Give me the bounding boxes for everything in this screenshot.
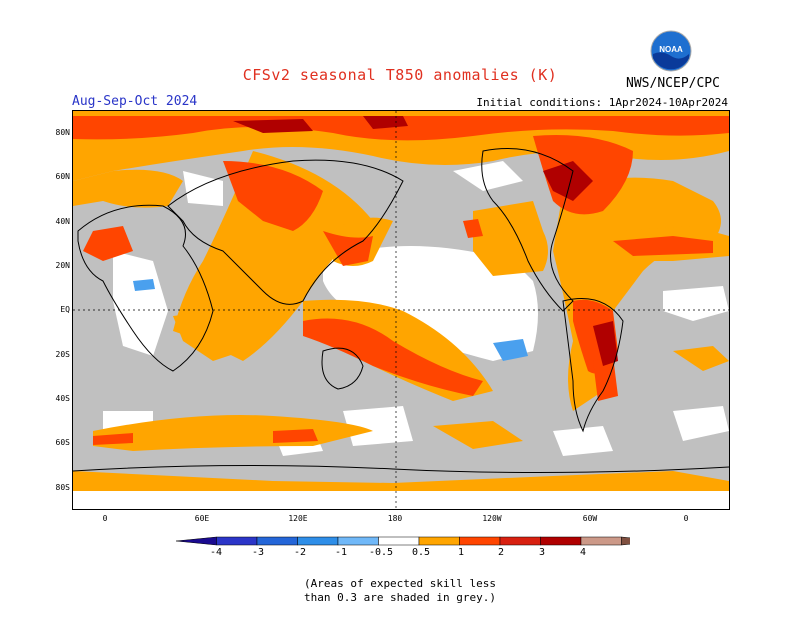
colorbar-swatch [499, 536, 541, 546]
lat-label: 40N [55, 217, 70, 226]
lat-label: 60S [55, 438, 70, 447]
lat-label: EQ [60, 305, 70, 314]
skill-footnote: (Areas of expected skill less than 0.3 a… [0, 577, 800, 605]
colorbar-label: -2 [293, 547, 307, 558]
colorbar-label: 1 [457, 547, 465, 558]
colorbar-swatch [337, 536, 379, 546]
lat-label: 80S [55, 483, 70, 492]
initial-conditions: Initial conditions: 1Apr2024-10Apr2024 [476, 96, 728, 109]
lat-label: 40S [55, 394, 70, 403]
forecast-title: CFSv2 seasonal T850 anomalies (K) [242, 66, 558, 84]
colorbar-swatch [418, 536, 460, 546]
lon-label: 120E [288, 514, 308, 523]
anomaly-map [72, 110, 730, 510]
colorbar-label: -3 [251, 547, 265, 558]
lat-label: 20N [55, 261, 70, 270]
colorbar-swatch [378, 536, 420, 546]
lat-label: 20S [55, 350, 70, 359]
colorbar-label: -1 [334, 547, 348, 558]
footnote-line: than 0.3 are shaded in grey.) [303, 591, 497, 604]
colorbar-swatch [540, 536, 582, 546]
colorbar-label: 2 [497, 547, 505, 558]
colorbar-swatch [175, 536, 217, 546]
lon-label: 0 [102, 514, 108, 523]
colorbar-swatch [216, 536, 258, 546]
lat-label: 80N [55, 128, 70, 137]
color-bar [175, 536, 630, 546]
colorbar-swatch [256, 536, 298, 546]
season-label: Aug-Sep-Oct 2024 [72, 94, 198, 109]
colorbar-swatch [297, 536, 339, 546]
footnote-line: (Areas of expected skill less [303, 577, 497, 590]
noaa-logo: NOAA [650, 30, 692, 72]
colorbar-swatch [580, 536, 622, 546]
agency-label: NWS/NCEP/CPC [626, 76, 720, 91]
lon-label: 120W [482, 514, 502, 523]
lon-label: 60E [194, 514, 210, 523]
lon-label: 60W [582, 514, 598, 523]
lon-label: 180 [387, 514, 403, 523]
lat-label: 60N [55, 172, 70, 181]
colorbar-swatch [459, 536, 501, 546]
colorbar-label: 3 [538, 547, 546, 558]
lon-label: 0 [683, 514, 689, 523]
colorbar-label: 4 [579, 547, 587, 558]
logo-text: NOAA [659, 45, 683, 54]
colorbar-label: 0.5 [411, 547, 431, 558]
colorbar-swatch [621, 536, 630, 546]
colorbar-label: -4 [209, 547, 223, 558]
colorbar-label: -0.5 [368, 547, 394, 558]
